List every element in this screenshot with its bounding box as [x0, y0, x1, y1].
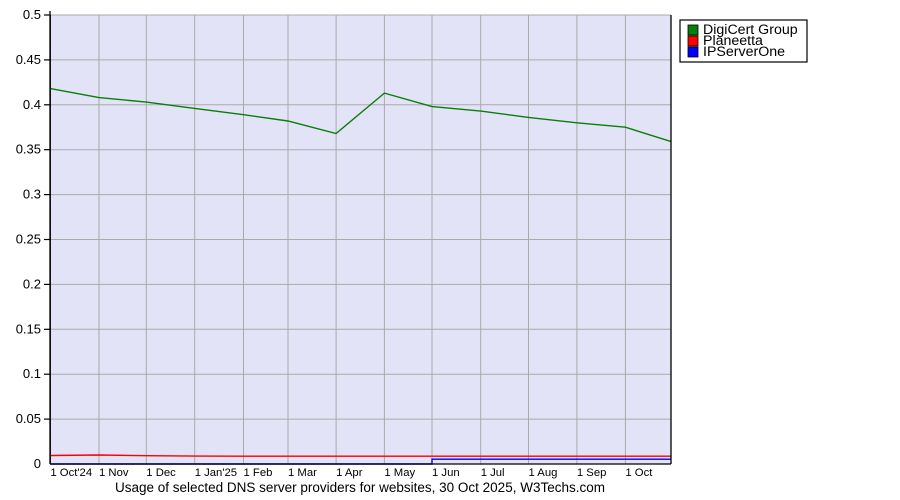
svg-text:1 Nov: 1 Nov	[99, 467, 129, 479]
svg-text:1 Jul: 1 Jul	[481, 467, 505, 479]
svg-text:1 Oct: 1 Oct	[625, 467, 653, 479]
svg-text:1 Mar: 1 Mar	[288, 467, 317, 479]
svg-text:0.4: 0.4	[23, 97, 41, 112]
svg-text:0.2: 0.2	[23, 276, 41, 291]
svg-text:1 Oct'24: 1 Oct'24	[50, 467, 92, 479]
svg-text:1 May: 1 May	[384, 467, 415, 479]
svg-text:0.15: 0.15	[16, 321, 41, 336]
svg-text:Usage of selected DNS server p: Usage of selected DNS server providers f…	[115, 480, 605, 495]
svg-text:1 Jan'25: 1 Jan'25	[195, 467, 237, 479]
svg-text:0.5: 0.5	[23, 7, 41, 22]
svg-text:0.05: 0.05	[16, 411, 41, 426]
svg-text:0.45: 0.45	[16, 52, 41, 67]
svg-text:1 Sep: 1 Sep	[577, 467, 607, 479]
svg-text:1 Dec: 1 Dec	[146, 467, 176, 479]
svg-text:0: 0	[34, 456, 41, 471]
svg-text:0.25: 0.25	[16, 232, 41, 247]
svg-text:0.35: 0.35	[16, 142, 41, 157]
svg-text:1 Jun: 1 Jun	[432, 467, 460, 479]
svg-text:0.3: 0.3	[23, 187, 41, 202]
svg-text:1 Feb: 1 Feb	[244, 467, 273, 479]
svg-text:1 Apr: 1 Apr	[336, 467, 363, 479]
svg-text:1 Aug: 1 Aug	[529, 467, 558, 479]
svg-text:0.1: 0.1	[23, 366, 41, 381]
svg-text:IPServerOne: IPServerOne	[703, 44, 785, 60]
